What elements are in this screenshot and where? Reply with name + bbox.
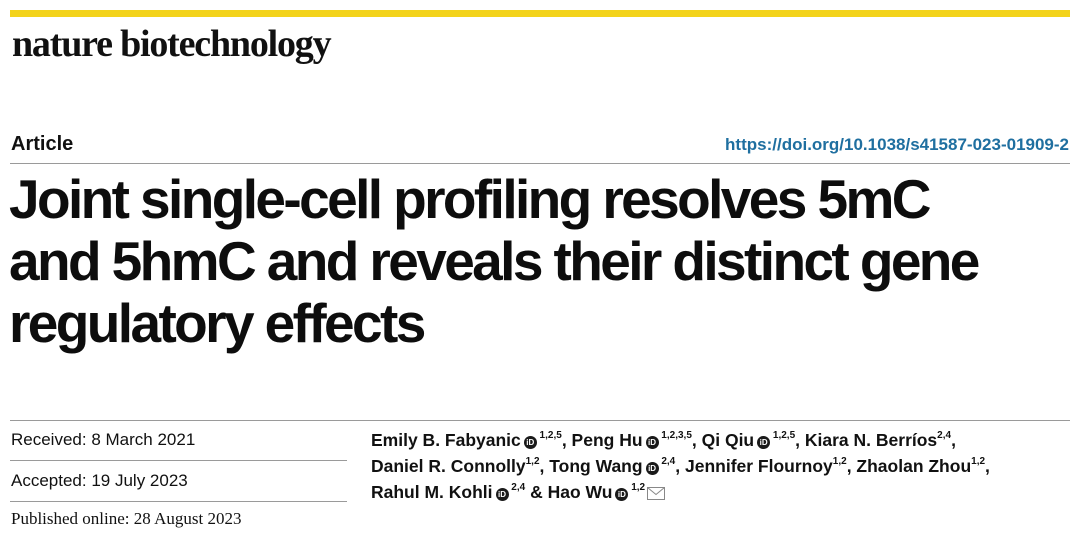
author-name[interactable]: Zhaolan Zhou1,2 xyxy=(856,456,985,476)
affiliation-numbers: 1,2 xyxy=(971,456,986,467)
orcid-icon[interactable]: iD xyxy=(645,462,659,475)
author-name-text: Jennifer Flournoy xyxy=(684,456,833,476)
affiliation-numbers: 1,2 xyxy=(628,482,646,493)
orcid-icon[interactable]: iD xyxy=(757,436,771,449)
affiliation-numbers: 1,2,5 xyxy=(536,430,562,441)
author-name-text: Zhaolan Zhou xyxy=(856,456,972,476)
author-name-text: Hao Wu xyxy=(547,482,613,502)
affiliation-numbers: 2,4 xyxy=(937,430,952,441)
article-title: Joint single-cell profiling resolves 5mC… xyxy=(9,168,1069,354)
doi-link[interactable]: https://doi.org/10.1038/s41587-023-01909… xyxy=(725,135,1069,154)
published-date: Published online: 28 August 2023 xyxy=(11,509,242,528)
accepted-date: Accepted: 19 July 2023 xyxy=(10,461,347,502)
author-name[interactable]: Jennifer Flournoy1,2 xyxy=(685,456,847,476)
publication-dates: Received: 8 March 2021 Accepted: 19 July… xyxy=(10,420,347,536)
orcid-icon[interactable]: iD xyxy=(523,436,537,449)
author-separator: , xyxy=(951,430,956,450)
author-name-text: Rahul M. Kohli xyxy=(371,482,493,502)
author-separator: & xyxy=(525,482,548,502)
author-name[interactable]: Daniel R. Connolly1,2 xyxy=(371,456,540,476)
author-name-text: Peng Hu xyxy=(571,430,643,450)
divider xyxy=(10,163,1070,164)
orcid-icon[interactable]: iD xyxy=(645,436,659,449)
author-name-text: Emily B. Fabyanic xyxy=(371,430,521,450)
author-separator: , xyxy=(795,430,805,450)
journal-name: nature biotechnology xyxy=(12,23,332,65)
author-separator: , xyxy=(691,430,702,450)
title-line: Joint single-cell profiling resolves 5mC xyxy=(9,168,931,230)
affiliation-numbers: 1,2 xyxy=(525,456,540,467)
affiliation-numbers: 1,2 xyxy=(832,456,847,467)
author-separator: , xyxy=(846,456,857,476)
title-line: regulatory effects xyxy=(9,292,426,354)
author-name[interactable]: Tong Wang iD 2,4 xyxy=(549,456,675,476)
author-separator: , xyxy=(539,456,550,476)
title-line: and 5hmC and reveals their distinct gene xyxy=(9,230,980,292)
affiliation-numbers: 1,2,5 xyxy=(770,430,796,441)
author-name-text: Qi Qiu xyxy=(701,430,755,450)
orcid-icon[interactable]: iD xyxy=(495,488,509,501)
journal-accent-bar xyxy=(10,10,1070,17)
author-list: Emily B. Fabyanic iD 1,2,5, Peng Hu iD 1,2… xyxy=(371,427,1071,505)
author-name[interactable]: Qi Qiu iD 1,2,5 xyxy=(702,430,796,450)
affiliation-numbers: 2,4 xyxy=(658,456,676,467)
author-separator: , xyxy=(985,456,990,476)
received-date: Received: 8 March 2021 xyxy=(10,420,347,461)
orcid-icon[interactable]: iD xyxy=(615,488,629,501)
affiliation-numbers: 2,4 xyxy=(508,482,526,493)
author-name[interactable]: Hao Wu iD 1,2 xyxy=(548,482,666,502)
author-name-text: Tong Wang xyxy=(549,456,643,476)
email-icon[interactable] xyxy=(647,487,666,500)
author-name[interactable]: Rahul M. Kohli iD 2,4 xyxy=(371,482,525,502)
affiliation-numbers: 1,2,3,5 xyxy=(658,430,692,441)
author-name-text: Kiara N. Berríos xyxy=(804,430,938,450)
author-separator: , xyxy=(561,430,572,450)
author-name-text: Daniel R. Connolly xyxy=(371,456,526,476)
author-separator: , xyxy=(675,456,685,476)
divider xyxy=(10,420,1070,421)
author-name[interactable]: Peng Hu iD 1,2,3,5 xyxy=(572,430,692,450)
author-name[interactable]: Kiara N. Berríos2,4 xyxy=(805,430,951,450)
article-type-label: Article xyxy=(11,133,74,155)
author-name[interactable]: Emily B. Fabyanic iD 1,2,5 xyxy=(371,430,562,450)
